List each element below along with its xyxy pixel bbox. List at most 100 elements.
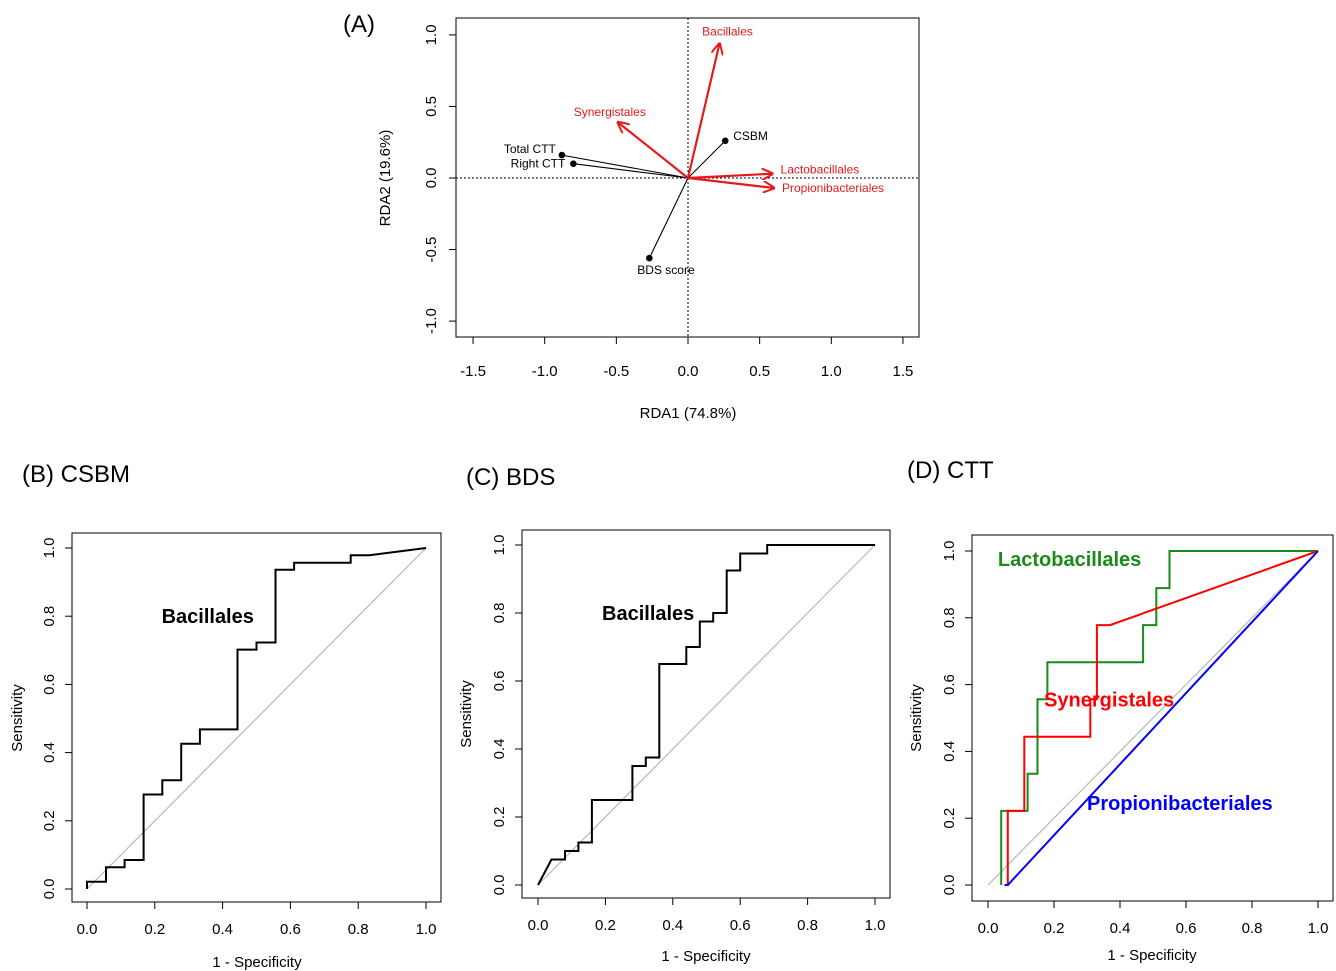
panel-a-env-point (570, 160, 577, 167)
panel-d-series-label: Propionibacteriales (1087, 793, 1273, 815)
panel-d-xtick-label: 0.4 (1110, 920, 1131, 937)
panel-c-ytick-label: 0.0 (491, 875, 508, 896)
panel-c-plot-frame (521, 529, 891, 899)
panel-a-ytick-label: -1.0 (423, 308, 440, 334)
panel-b-xtick-label: 0.0 (77, 921, 98, 938)
panel-a-rda-biplot: (A) -1.5 -1.0 -0.5 0.0 0.5 1.0 1.5 -1.0 -0.5 0.0 0… (343, 11, 920, 422)
panel-c-xtick-label: 0.0 (528, 917, 549, 934)
panel-c-ytick-label: 0.4 (491, 739, 508, 760)
panel-a-xtick-label: -1.5 (460, 363, 486, 380)
panel-b-diagonal (86, 547, 427, 890)
panel-c-ylabel: Sensitivity (458, 680, 475, 748)
panel-b-label: (B) CSBM (22, 461, 130, 488)
panel-d-series-label: Synergistales (1044, 689, 1174, 711)
panel-c-ytick-label: 0.6 (491, 671, 508, 692)
panel-b-plot-frame (71, 532, 442, 903)
panel-c-xtick-label: 0.4 (662, 917, 683, 934)
panel-c-xtick-label: 0.6 (730, 917, 751, 934)
panel-b-ytick-label: 0.8 (41, 606, 58, 627)
panel-b-series-label: Bacillales (162, 606, 254, 628)
panel-c-diagonal (537, 544, 876, 886)
panel-b-ytick-label: 0.4 (41, 742, 58, 763)
panel-b-ylabel: Sensitivity (9, 684, 26, 752)
panel-a-ytick-label: -0.5 (423, 237, 440, 263)
panel-a-xlabel: RDA1 (74.8%) (640, 405, 737, 422)
panel-a-env-vector (648, 177, 689, 259)
panel-a-xtick-label: 1.0 (821, 363, 842, 380)
panel-a-ylabel: RDA2 (19.6%) (377, 130, 394, 227)
panel-a-env-label: Right CTT (511, 157, 566, 171)
panel-d-xtick-label: 1.0 (1308, 920, 1329, 937)
panel-b-xtick-label: 0.4 (212, 921, 233, 938)
panel-c-ticks: 0.0 0.2 0.4 0.6 0.8 1.0 0.0 0.2 0.4 0.6 0.8 1.0 (491, 535, 885, 934)
panel-d-ytick-label: 0.8 (941, 607, 958, 628)
panel-b-xtick-label: 0.2 (144, 921, 165, 938)
panel-a-species-arrow (687, 176, 774, 188)
panel-a-species-arrow (618, 122, 689, 179)
panel-b-ytick-label: 0.6 (41, 674, 58, 695)
panel-d-plot-frame (971, 534, 1334, 902)
panel-b-ticks: 0.0 0.2 0.4 0.6 0.8 1.0 0.0 0.2 0.4 0.6 0.8 1.0 (41, 538, 436, 938)
panel-a-xtick-label: 0.0 (678, 363, 699, 380)
panel-c-series-label: Bacillales (602, 603, 694, 625)
panel-d-xtick-label: 0.0 (978, 920, 999, 937)
panel-d-ytick-label: 0.6 (941, 674, 958, 695)
panel-d-ytick-label: 1.0 (941, 541, 958, 562)
panel-d-series-synergistales (1004, 550, 1319, 886)
panel-b-marks: Bacillales (86, 547, 427, 890)
panel-d-ytick-label: 0.0 (941, 875, 958, 896)
panel-a-xtick-label: -0.5 (603, 363, 629, 380)
panel-c-series-bacillales (537, 544, 875, 886)
panel-a-ytick-label: 0.0 (423, 168, 440, 189)
panel-a-env-point (558, 151, 566, 159)
panel-a-env-vector (561, 154, 689, 179)
panel-a-ytick-label: 0.5 (423, 96, 440, 117)
panel-b-xtick-label: 1.0 (416, 921, 437, 938)
panel-c-xlabel: 1 - Specificity (661, 948, 751, 965)
panel-d-ytick-label: 0.2 (941, 808, 958, 829)
panel-b-ytick-label: 0.2 (41, 810, 58, 831)
panel-b-ytick-label: 0.0 (41, 879, 58, 900)
panel-a-xtick-label: -1.0 (532, 363, 558, 380)
panel-a-env-point (646, 254, 653, 262)
panel-d-marks: Lactobacillales Synergistales Propionibact… (987, 549, 1319, 886)
panel-b-roc-csbm: (B) CSBM 0.0 0.2 0.4 0.6 0.8 1.00.00.20.40.60… (9, 461, 442, 971)
panel-d-xtick-label: 0.6 (1176, 920, 1197, 937)
panel-a-ytick-label: 1.0 (423, 24, 440, 45)
panel-d-label: (D) CTT (907, 457, 994, 484)
panel-d-xtick-label: 0.2 (1044, 920, 1065, 937)
panel-d-xtick-label: 0.8 (1242, 920, 1263, 937)
panel-a-env-label: Total CTT (504, 142, 557, 156)
panel-c-marks: Bacillales (537, 544, 876, 886)
panel-b-xlabel: 1 - Specificity (212, 954, 302, 971)
panel-a-env-vector (573, 163, 689, 179)
panel-a-species-label: Propionibacteriales (782, 181, 884, 195)
panel-d-series-label: Lactobacillales (998, 549, 1141, 571)
panel-a-env-point (721, 137, 729, 145)
panel-a-env-label: CSBM (733, 129, 768, 143)
panel-d-roc-ctt: (D) CTT 0.0 0.2 0.4 0.6 0.8 1.00.00.20.40.60.… (907, 457, 1334, 964)
panel-c-label: (C) BDS (466, 464, 555, 491)
panel-a-label: (A) (343, 11, 375, 38)
panel-d-series-propionibacteriales (1004, 550, 1319, 886)
panel-d-ticks: 0.0 0.2 0.4 0.6 0.8 1.0 0.0 0.2 0.4 0.6 0.8 1.0 (941, 541, 1328, 937)
panel-a-species-arrow (687, 174, 773, 178)
panel-b-series-bacillales (86, 547, 427, 889)
panel-d-xlabel: 1 - Specificity (1107, 947, 1197, 964)
panel-c-ytick-label: 0.2 (491, 807, 508, 828)
panel-c-xtick-label: 0.2 (595, 917, 616, 934)
panel-a-xtick-label: 1.5 (893, 363, 914, 380)
panel-c-roc-bds: (C) BDS 0.0 0.2 0.4 0.6 0.8 1.00.00.20.40.60.… (458, 464, 891, 965)
panel-b-xtick-label: 0.6 (280, 921, 301, 938)
panel-a-xtick-label: 0.5 (749, 363, 770, 380)
panel-b-ytick-label: 1.0 (41, 538, 58, 559)
panel-c-xtick-label: 1.0 (865, 917, 886, 934)
panel-a-species-label: Synergistales (574, 105, 646, 119)
panel-d-ytick-label: 0.4 (941, 741, 958, 762)
panel-d-ylabel: Sensitivity (908, 684, 925, 752)
panel-d-diagonal (987, 550, 1319, 886)
panel-a-env-vector (687, 140, 726, 179)
panel-a-species-label: Bacillales (702, 24, 753, 38)
